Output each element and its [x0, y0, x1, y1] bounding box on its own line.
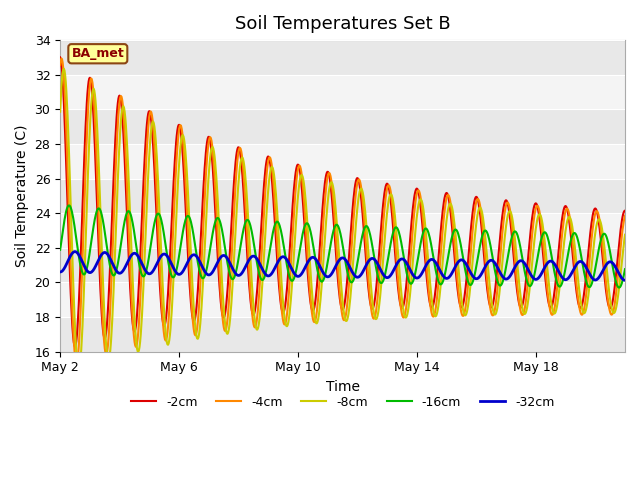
-4cm [58, 56, 65, 61]
-8cm [529, 255, 536, 261]
-32cm [528, 274, 536, 279]
-2cm [413, 186, 420, 192]
-16cm [177, 240, 185, 246]
Text: BA_met: BA_met [72, 47, 124, 60]
Bar [60, 317, 625, 351]
-16cm [413, 263, 420, 269]
Line: -8cm: -8cm [60, 69, 625, 371]
-8cm [75, 368, 83, 373]
-32cm [320, 271, 328, 276]
-32cm [391, 264, 399, 270]
-2cm [391, 249, 399, 254]
-16cm [320, 276, 328, 282]
-8cm [413, 210, 421, 216]
-4cm [413, 189, 421, 195]
Bar [60, 179, 625, 213]
Line: -32cm: -32cm [60, 252, 625, 280]
-2cm [71, 344, 79, 349]
-2cm [528, 216, 536, 222]
-32cm [413, 275, 420, 281]
-16cm [255, 268, 262, 274]
-8cm [56, 109, 64, 115]
-16cm [391, 225, 399, 231]
-4cm [621, 213, 629, 219]
-4cm [255, 291, 263, 297]
Line: -2cm: -2cm [60, 58, 625, 347]
-16cm [615, 285, 623, 290]
Bar [60, 40, 625, 75]
-16cm [56, 247, 64, 252]
-8cm [392, 220, 399, 226]
-32cm [71, 249, 79, 254]
Bar [60, 282, 625, 317]
Title: Soil Temperatures Set B: Soil Temperatures Set B [235, 15, 451, 33]
-8cm [178, 134, 186, 140]
-8cm [621, 232, 629, 238]
-4cm [529, 227, 536, 233]
-32cm [177, 271, 185, 276]
-16cm [65, 203, 73, 208]
-32cm [621, 277, 629, 283]
-16cm [528, 281, 536, 287]
-2cm [621, 208, 629, 214]
-8cm [321, 244, 328, 250]
-8cm [255, 319, 263, 324]
Bar [60, 144, 625, 179]
Legend: -2cm, -4cm, -8cm, -16cm, -32cm: -2cm, -4cm, -8cm, -16cm, -32cm [126, 391, 559, 414]
Line: -4cm: -4cm [60, 59, 625, 363]
-32cm [56, 269, 64, 275]
-4cm [56, 62, 64, 68]
-2cm [56, 55, 64, 60]
Bar [60, 109, 625, 144]
-4cm [392, 242, 399, 248]
Bar [60, 213, 625, 248]
-4cm [72, 360, 80, 366]
X-axis label: Time: Time [326, 380, 360, 394]
-2cm [177, 132, 185, 137]
-8cm [60, 66, 68, 72]
Bar [60, 75, 625, 109]
-4cm [178, 126, 186, 132]
Y-axis label: Soil Temperature (C): Soil Temperature (C) [15, 125, 29, 267]
-16cm [621, 266, 629, 272]
Line: -16cm: -16cm [60, 205, 625, 288]
Bar [60, 248, 625, 282]
-32cm [255, 259, 262, 264]
-2cm [320, 192, 328, 198]
-2cm [255, 268, 262, 274]
-4cm [321, 206, 328, 212]
